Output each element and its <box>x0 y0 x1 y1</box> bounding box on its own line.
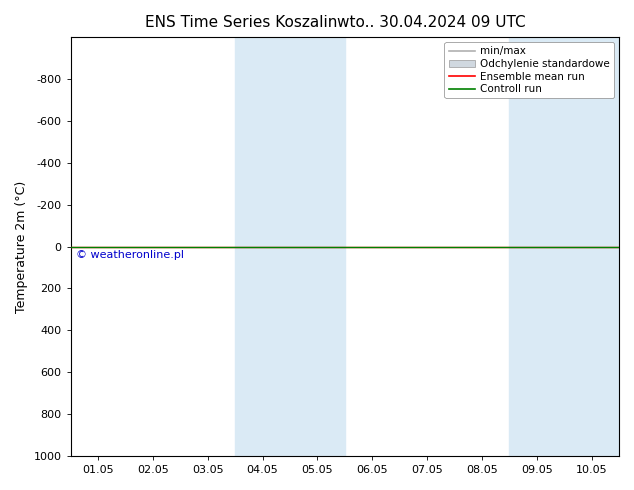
Text: wto.. 30.04.2024 09 UTC: wto.. 30.04.2024 09 UTC <box>337 15 526 30</box>
Legend: min/max, Odchylenie standardowe, Ensemble mean run, Controll run: min/max, Odchylenie standardowe, Ensembl… <box>444 42 614 98</box>
Y-axis label: Temperature 2m (°C): Temperature 2m (°C) <box>15 180 28 313</box>
Text: © weatheronline.pl: © weatheronline.pl <box>76 250 184 260</box>
Bar <box>509 37 619 456</box>
Bar <box>235 37 345 456</box>
Text: ENS Time Series Koszalin: ENS Time Series Koszalin <box>145 15 337 30</box>
